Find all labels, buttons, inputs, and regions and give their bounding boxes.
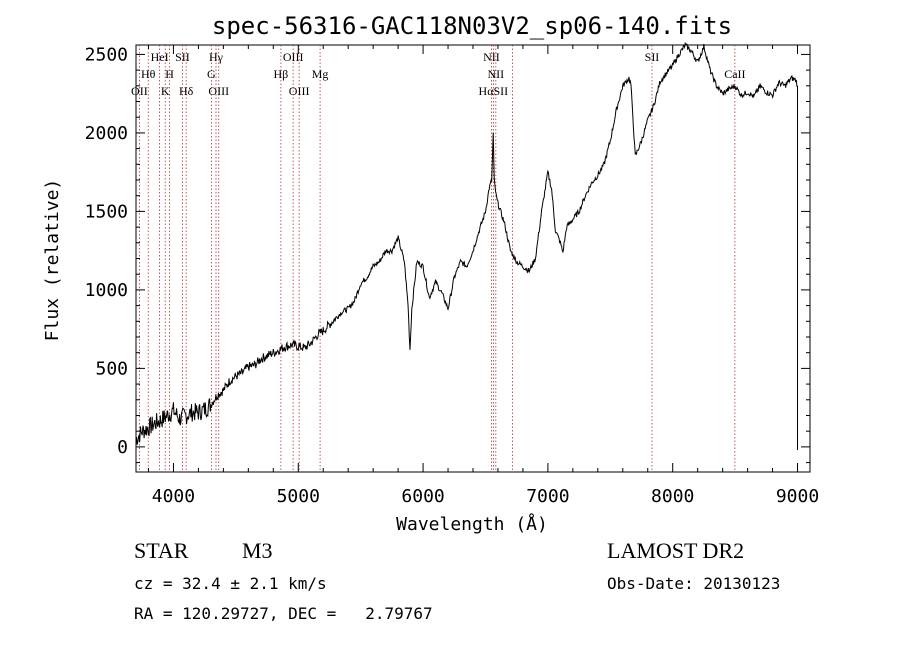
redshift-readout: cz = 32.4 ± 2.1 km/s: [134, 574, 327, 593]
line-label-12: OIII: [289, 84, 310, 98]
y-axis-label: Flux (relative): [42, 179, 63, 342]
x-tick-label-6000: 6000: [401, 486, 444, 507]
coordinates: RA = 120.29727, DEC = 2.79767: [134, 604, 433, 623]
line-label-15: HαSII: [479, 84, 509, 98]
line-label-4: H: [165, 67, 174, 81]
y-tick-label-2500: 2500: [85, 44, 128, 65]
line-label-2: HeI: [151, 50, 169, 64]
plot-border: [135, 44, 811, 473]
y-tick-label-0: 0: [117, 437, 128, 458]
line-label-17: SII: [645, 50, 660, 64]
obs-date: Obs-Date: 20130123: [607, 574, 781, 593]
x-axis-label: Wavelength (Å): [396, 513, 548, 535]
survey-name: LAMOST DR2: [607, 538, 745, 563]
spectral-line-labels: OIIHθHeIKHSIIHδGHγOIIIHβOIIIOIIIMgNIIHαS…: [131, 50, 745, 98]
spectrum-line: [135, 41, 798, 445]
x-tick-label-9000: 9000: [776, 486, 819, 507]
axis-ticks: 4000 5000 6000 7000 8000 9000 0 500 1000 1500 2000…: [85, 44, 820, 507]
line-label-10: Hβ: [274, 67, 289, 81]
x-tick-label-7000: 7000: [526, 486, 569, 507]
line-label-0: OII: [131, 84, 148, 98]
object-subclass: M3: [242, 538, 273, 563]
y-tick-label-500: 500: [95, 358, 128, 379]
line-label-18: CaII: [724, 67, 745, 81]
x-tick-label-8000: 8000: [651, 486, 694, 507]
line-label-5: SII: [175, 50, 190, 64]
line-label-7: G: [207, 67, 216, 81]
y-tick-label-1500: 1500: [85, 201, 128, 222]
line-label-14: NII: [483, 50, 500, 64]
spectral-line-markers: [138, 45, 736, 472]
line-label-1: Hθ: [141, 67, 156, 81]
chart-title: spec-56316-GAC118N03V2_sp06-140.fits: [212, 12, 732, 40]
y-tick-label-2000: 2000: [85, 123, 128, 144]
line-label-6: Hδ: [179, 84, 194, 98]
line-label-9: OIII: [208, 84, 229, 98]
line-label-3: K: [161, 84, 170, 98]
plot-frame: [135, 44, 811, 473]
x-tick-label-5000: 5000: [277, 486, 320, 507]
line-label-11: OIII: [283, 50, 304, 64]
line-label-13: Mg: [312, 67, 329, 81]
y-tick-label-1000: 1000: [85, 280, 128, 301]
spectrum-series: [135, 41, 799, 451]
line-label-8: Hγ: [209, 50, 224, 64]
object-class: STAR: [134, 538, 189, 563]
line-label-16: NII: [488, 67, 505, 81]
x-tick-label-4000: 4000: [152, 486, 195, 507]
